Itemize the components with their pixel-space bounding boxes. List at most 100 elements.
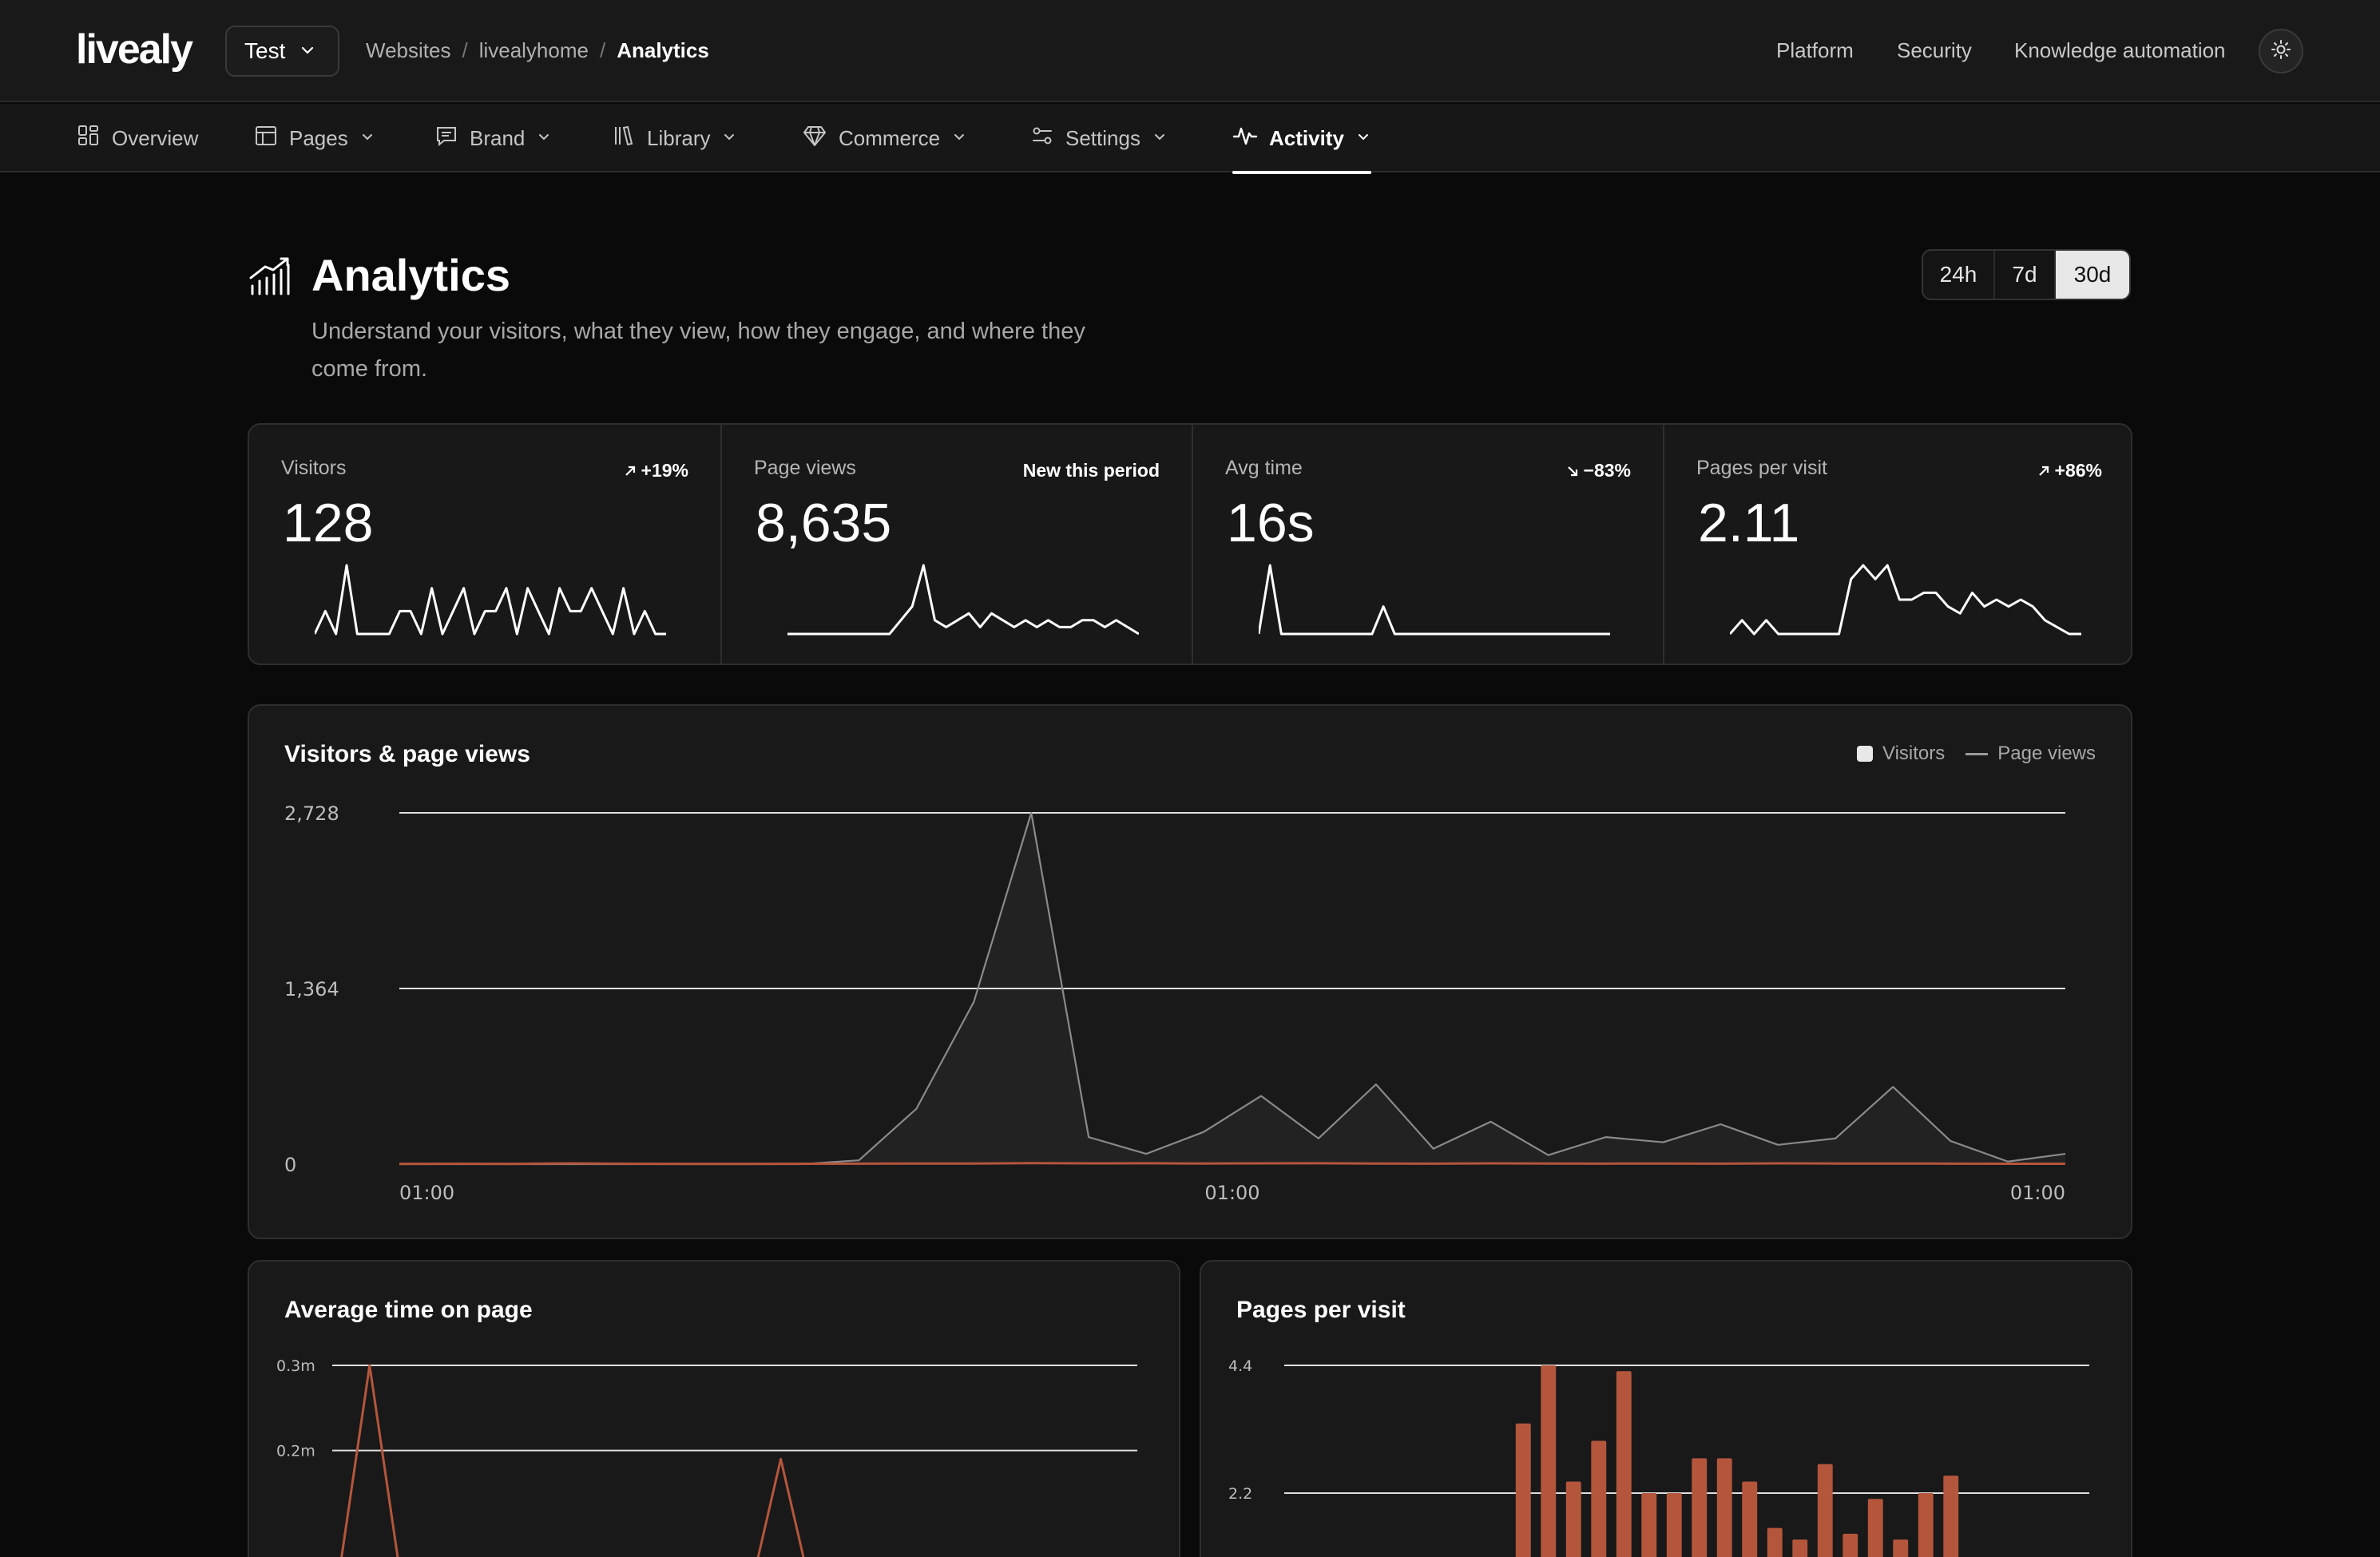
stats-card: Visitors +19% 128 Page views New this pe… [248, 423, 2132, 665]
bar [1867, 1499, 1883, 1557]
bar [1541, 1365, 1557, 1557]
bar [1666, 1493, 1682, 1557]
bar [1943, 1476, 1959, 1557]
project-select-label: Test [244, 38, 286, 63]
time-range-selector: 24h 7d 30d [1922, 249, 2131, 300]
breadcrumb-current: Analytics [617, 38, 709, 62]
chevron-down-icon [536, 126, 552, 151]
theme-toggle-button[interactable] [2259, 29, 2303, 73]
y-tick-label: 0.3m [276, 1357, 315, 1375]
breadcrumb-separator: / [599, 38, 606, 62]
grid-icon [77, 124, 101, 153]
bar [1767, 1527, 1783, 1557]
x-tick-label: 01:00 [1204, 1182, 1259, 1204]
chevron-down-icon [359, 126, 375, 151]
tab-brand-label: Brand [470, 125, 526, 150]
chart-legend: Visitors Page views [1857, 743, 2096, 765]
avg-time-sparkline [1259, 564, 1610, 636]
bar [1641, 1493, 1657, 1557]
tab-library[interactable]: Library [612, 104, 737, 172]
project-select[interactable]: Test [225, 26, 339, 77]
stat-delta-value: +86% [2054, 460, 2102, 481]
series-line-avg-time [340, 1364, 805, 1557]
layout-icon [254, 124, 278, 153]
tab-activity-label: Activity [1269, 125, 1344, 150]
visitors-pageviews-panel: Visitors & page views Visitors Page view… [248, 704, 2132, 1239]
stat-delta-value: New this period [1022, 460, 1160, 481]
tab-settings[interactable]: Settings [1030, 104, 1168, 172]
legend-label: Visitors [1882, 743, 1946, 764]
breadcrumb-websites[interactable]: Websites [366, 38, 451, 62]
bar [1692, 1458, 1708, 1557]
stat-delta: +19% [624, 460, 688, 481]
avg-time-panel: Average time on page 0.3m 0.2m [248, 1260, 1180, 1557]
nav-platform[interactable]: Platform [1776, 38, 1854, 62]
logo[interactable]: livealy [76, 26, 193, 73]
bar [1817, 1464, 1833, 1557]
visitors-sparkline [315, 564, 666, 636]
chevron-down-icon [1152, 126, 1168, 151]
sparkline-series [1259, 564, 1610, 636]
tab-overview[interactable]: Overview [77, 104, 198, 172]
legend-visitors[interactable]: Visitors [1857, 743, 1945, 765]
y-tick-label: 2,728 [284, 802, 339, 825]
pages-per-visit-panel: Pages per visit 4.4 2.2 [1200, 1260, 2132, 1557]
pages-per-visit-sparkline [1730, 564, 2081, 636]
x-tick-label: 01:00 [399, 1182, 454, 1204]
bar [1843, 1533, 1858, 1557]
bar [1918, 1493, 1934, 1557]
avg-time-chart: 0.3m 0.2m [276, 1357, 1137, 1557]
sparkline-series [787, 564, 1139, 636]
y-tick-label: 2.2 [1228, 1485, 1252, 1503]
stat-page-views[interactable]: Page views New this period 8,635 [722, 425, 1193, 664]
chevron-down-icon [721, 126, 737, 151]
panel-title: Visitors & page views [284, 741, 530, 767]
bar [1515, 1423, 1531, 1557]
stat-label: Visitors [281, 457, 347, 479]
nav-security[interactable]: Security [1897, 38, 1972, 62]
stat-delta-value: +19% [641, 460, 688, 481]
tab-pages[interactable]: Pages [254, 104, 375, 172]
activity-icon [1232, 124, 1258, 153]
range-7d-button[interactable]: 7d [1995, 251, 2056, 299]
diamond-icon [802, 124, 827, 153]
tab-settings-label: Settings [1065, 125, 1140, 150]
chevron-down-icon [299, 38, 315, 64]
analytics-icon [248, 254, 292, 303]
page-subtitle: Understand your visitors, what they view… [311, 319, 1085, 382]
series-area-page-views [399, 813, 2065, 1164]
pages-per-visit-chart: 4.4 2.2 [1228, 1357, 2089, 1557]
range-24h-button[interactable]: 24h [1923, 251, 1995, 299]
stat-label: Avg time [1225, 457, 1303, 479]
library-icon [612, 124, 636, 153]
visitors-pageviews-chart: 2,728 1,364 0 01:00 01:00 01:00 [284, 802, 2066, 1204]
chevron-down-icon [1355, 126, 1371, 151]
panel-title: Average time on page [284, 1297, 533, 1323]
tab-brand[interactable]: Brand [434, 104, 552, 172]
stat-visitors[interactable]: Visitors +19% 128 [249, 425, 722, 664]
tab-pages-label: Pages [289, 125, 348, 150]
stat-pages-per-visit[interactable]: Pages per visit +86% 2.11 [1664, 425, 2131, 664]
stat-avg-time[interactable]: Avg time −83% 16s [1193, 425, 1664, 664]
x-tick-label: 01:00 [2010, 1182, 2065, 1204]
stat-value: 16s [1227, 493, 1315, 553]
tab-overview-label: Overview [112, 125, 199, 150]
legend-pageviews[interactable]: Page views [1965, 743, 2096, 765]
legend-label: Page views [1997, 743, 2096, 764]
range-30d-button[interactable]: 30d [2056, 251, 2129, 299]
nav-knowledge-automation[interactable]: Knowledge automation [2014, 38, 2226, 62]
sun-icon [2271, 39, 2291, 64]
arrow-up-right-icon [625, 466, 635, 476]
y-tick-label: 4.4 [1228, 1357, 1252, 1375]
breadcrumb-site[interactable]: livealyhome [478, 38, 589, 62]
stat-delta: New this period [1023, 460, 1160, 481]
sparkline-series [1730, 564, 2081, 636]
stat-value: 8,635 [756, 493, 892, 553]
legend-swatch [1965, 752, 1989, 755]
arrow-up-right-icon [2038, 466, 2049, 476]
legend-swatch [1857, 746, 1874, 762]
tab-commerce[interactable]: Commerce [802, 104, 967, 172]
message-icon [434, 124, 458, 153]
stat-label: Pages per visit [1696, 457, 1827, 479]
tab-activity[interactable]: Activity [1232, 104, 1371, 174]
